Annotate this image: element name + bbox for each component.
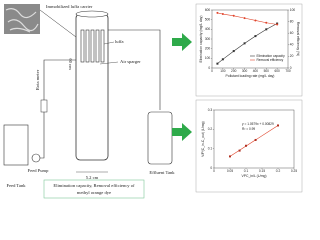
y-tick-label: 0.2 — [208, 127, 213, 131]
y2-tick-label: 0 — [290, 66, 292, 70]
point — [254, 138, 257, 141]
point — [265, 28, 268, 31]
x-tick-label: 0 — [211, 69, 213, 73]
point — [243, 42, 246, 45]
x-tick-label: 500 — [264, 69, 270, 73]
x-tick-label: 700 — [285, 69, 291, 73]
point — [254, 19, 257, 22]
point — [229, 155, 231, 158]
pointer — [99, 61, 119, 65]
x-tick-label: 100 — [220, 69, 226, 73]
y-tick-label: 500 — [205, 18, 211, 22]
x-tick-label: 0.25 — [291, 169, 297, 173]
effluent-tank-label: Effluent Tank — [149, 170, 175, 175]
y-tick-label: 400 — [205, 27, 211, 31]
y2-tick-label: 80 — [290, 19, 294, 23]
y-tick-label: 100 — [205, 56, 211, 60]
x-tick-label: 0 — [213, 169, 215, 173]
column-top — [75, 10, 109, 18]
x-tick-label: 0.05 — [227, 169, 233, 173]
luffa-label: luffa — [115, 39, 124, 44]
annotation: y = 1.0579x + 0.00829 — [242, 122, 274, 126]
y-tick-label: 600 — [205, 8, 211, 12]
x-tick-label: 0.1 — [244, 169, 249, 173]
point — [265, 21, 268, 24]
x-tick-label: 300 — [242, 69, 248, 73]
y-axis-label: Elimination capacity (mg/L day) — [199, 16, 203, 63]
pointer — [103, 41, 115, 45]
feed-pump-label: Feed Pump — [28, 168, 50, 173]
point — [216, 11, 219, 14]
effluent-tank — [147, 111, 173, 165]
x-tick-label: 400 — [253, 69, 259, 73]
legend-label: Elimination capacity — [257, 54, 286, 58]
point — [243, 17, 246, 20]
caption-line: methyl orange dye — [77, 190, 111, 195]
pointer — [39, 9, 81, 41]
chart-frame — [195, 99, 303, 193]
feed-tank — [3, 124, 29, 166]
annotation: R² = 0.99 — [242, 127, 255, 131]
y2-tick-label: 60 — [290, 31, 294, 35]
y2-tick-label: 20 — [290, 54, 294, 58]
y-tick-label: 0 — [210, 166, 212, 170]
feed-tank-label: Feed Tank — [6, 183, 26, 188]
x-tick-label: 200 — [231, 69, 237, 73]
arrow — [172, 33, 192, 51]
y-tick-label: 0.3 — [208, 108, 213, 112]
sem-texture — [5, 8, 39, 33]
x-axis-label: Pollutant loading rate (mg/L day) — [226, 74, 275, 78]
caption-box — [43, 179, 145, 199]
height-label: 60 cm — [68, 58, 73, 70]
width-label: 5.2 cm — [86, 175, 99, 180]
luffa-tubes — [80, 29, 105, 63]
legend-label: Removal efficiency — [257, 58, 284, 62]
y-tick-label: 200 — [205, 47, 211, 51]
caption-line: Elimination capacity, Removal efficiency… — [53, 183, 135, 189]
point — [277, 124, 279, 127]
x-tick-label: 600 — [274, 69, 280, 73]
y-tick-label: 0.1 — [208, 147, 213, 151]
point — [216, 62, 219, 65]
plot-area — [213, 109, 295, 169]
point — [232, 50, 235, 53]
arrow — [172, 123, 192, 141]
y2-tick-label: 40 — [290, 43, 294, 47]
feed-pump — [31, 153, 41, 163]
y-axis-label: V/P(C_in-C_out) (L/mg) — [201, 121, 205, 157]
y2-tick-label: 100 — [290, 8, 296, 12]
point — [276, 23, 279, 26]
x-tick-label: 0.2 — [276, 169, 281, 173]
y-tick-label: 300 — [205, 37, 211, 41]
rotameter-label: Rota meter — [35, 69, 40, 90]
sparger-label: Air sparger — [120, 59, 141, 64]
point — [221, 58, 224, 61]
point — [221, 13, 224, 16]
y-tick-label: 0 — [208, 66, 210, 70]
point — [238, 149, 241, 152]
point — [232, 14, 235, 17]
x-axis-label: VPC_in/L (L/mg) — [242, 174, 267, 178]
x-tick-label: 0.15 — [259, 169, 265, 173]
carrier-label: Immobilized luffa carrier — [46, 4, 93, 9]
rotameter — [40, 99, 48, 113]
point — [254, 35, 257, 38]
y2-axis-label: Removal efficiency (%) — [296, 22, 300, 57]
fit-line — [229, 125, 279, 157]
graphical-abstract: Immobilized luffa carrier luffa Air spar… — [3, 3, 303, 199]
point — [245, 144, 247, 147]
